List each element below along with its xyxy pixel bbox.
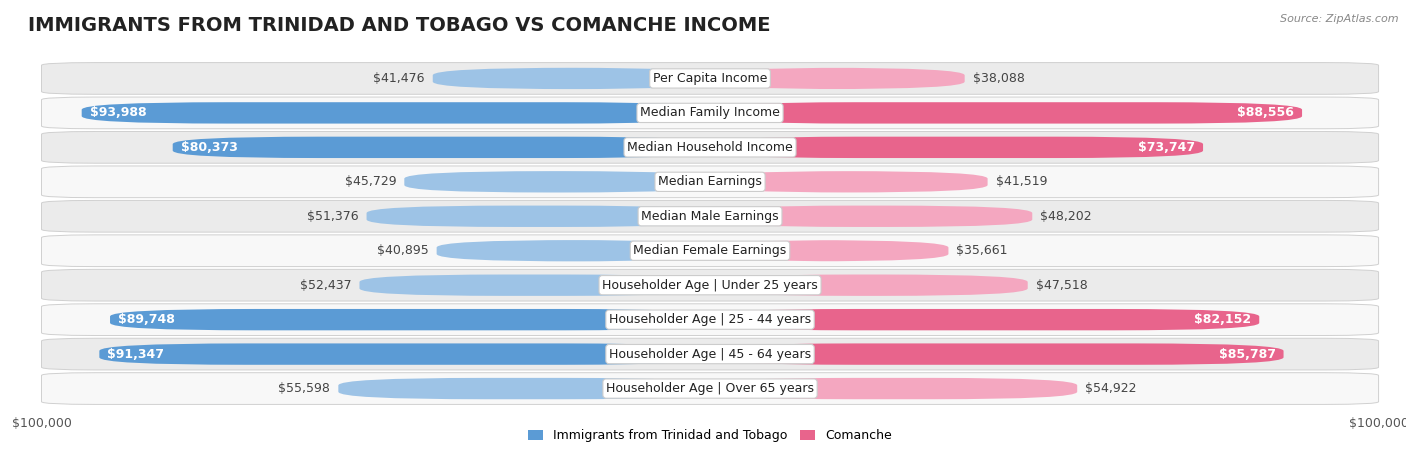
FancyBboxPatch shape [42, 338, 1378, 370]
FancyBboxPatch shape [433, 68, 710, 89]
Text: $41,519: $41,519 [995, 175, 1047, 188]
Text: $91,347: $91,347 [107, 347, 165, 361]
FancyBboxPatch shape [42, 166, 1378, 198]
Text: Median Family Income: Median Family Income [640, 106, 780, 120]
Text: Householder Age | Over 65 years: Householder Age | Over 65 years [606, 382, 814, 395]
Text: Median Male Earnings: Median Male Earnings [641, 210, 779, 223]
Text: $35,661: $35,661 [956, 244, 1008, 257]
Text: Householder Age | 45 - 64 years: Householder Age | 45 - 64 years [609, 347, 811, 361]
Text: $47,518: $47,518 [1036, 279, 1087, 292]
FancyBboxPatch shape [42, 373, 1378, 404]
Text: IMMIGRANTS FROM TRINIDAD AND TOBAGO VS COMANCHE INCOME: IMMIGRANTS FROM TRINIDAD AND TOBAGO VS C… [28, 16, 770, 35]
Legend: Immigrants from Trinidad and Tobago, Comanche: Immigrants from Trinidad and Tobago, Com… [523, 425, 897, 447]
FancyBboxPatch shape [710, 378, 1077, 399]
FancyBboxPatch shape [100, 343, 710, 365]
FancyBboxPatch shape [42, 269, 1378, 301]
FancyBboxPatch shape [437, 240, 710, 262]
FancyBboxPatch shape [42, 132, 1378, 163]
FancyBboxPatch shape [405, 171, 710, 192]
Text: $82,152: $82,152 [1194, 313, 1251, 326]
FancyBboxPatch shape [710, 205, 1032, 227]
FancyBboxPatch shape [339, 378, 710, 399]
FancyBboxPatch shape [367, 205, 710, 227]
FancyBboxPatch shape [42, 97, 1378, 129]
FancyBboxPatch shape [710, 68, 965, 89]
FancyBboxPatch shape [42, 200, 1378, 232]
Text: $51,376: $51,376 [307, 210, 359, 223]
Text: $93,988: $93,988 [90, 106, 146, 120]
Text: $88,556: $88,556 [1237, 106, 1294, 120]
Text: $85,787: $85,787 [1219, 347, 1275, 361]
Text: Per Capita Income: Per Capita Income [652, 72, 768, 85]
Text: Householder Age | 25 - 44 years: Householder Age | 25 - 44 years [609, 313, 811, 326]
Text: Householder Age | Under 25 years: Householder Age | Under 25 years [602, 279, 818, 292]
FancyBboxPatch shape [710, 102, 1302, 124]
FancyBboxPatch shape [710, 137, 1204, 158]
FancyBboxPatch shape [42, 235, 1378, 267]
FancyBboxPatch shape [360, 275, 710, 296]
Text: $73,747: $73,747 [1137, 141, 1195, 154]
Text: $55,598: $55,598 [278, 382, 330, 395]
FancyBboxPatch shape [710, 309, 1260, 330]
Text: $80,373: $80,373 [181, 141, 238, 154]
FancyBboxPatch shape [710, 275, 1028, 296]
Text: Median Household Income: Median Household Income [627, 141, 793, 154]
FancyBboxPatch shape [42, 63, 1378, 94]
Text: $40,895: $40,895 [377, 244, 429, 257]
Text: $52,437: $52,437 [299, 279, 352, 292]
Text: $89,748: $89,748 [118, 313, 174, 326]
Text: $45,729: $45,729 [344, 175, 396, 188]
FancyBboxPatch shape [110, 309, 710, 330]
FancyBboxPatch shape [173, 137, 710, 158]
FancyBboxPatch shape [710, 343, 1284, 365]
Text: Median Female Earnings: Median Female Earnings [634, 244, 786, 257]
Text: $38,088: $38,088 [973, 72, 1025, 85]
FancyBboxPatch shape [42, 304, 1378, 335]
FancyBboxPatch shape [710, 171, 987, 192]
Text: $48,202: $48,202 [1040, 210, 1092, 223]
Text: Median Earnings: Median Earnings [658, 175, 762, 188]
FancyBboxPatch shape [710, 240, 949, 262]
Text: $54,922: $54,922 [1085, 382, 1136, 395]
FancyBboxPatch shape [82, 102, 710, 124]
Text: $41,476: $41,476 [373, 72, 425, 85]
Text: Source: ZipAtlas.com: Source: ZipAtlas.com [1281, 14, 1399, 24]
